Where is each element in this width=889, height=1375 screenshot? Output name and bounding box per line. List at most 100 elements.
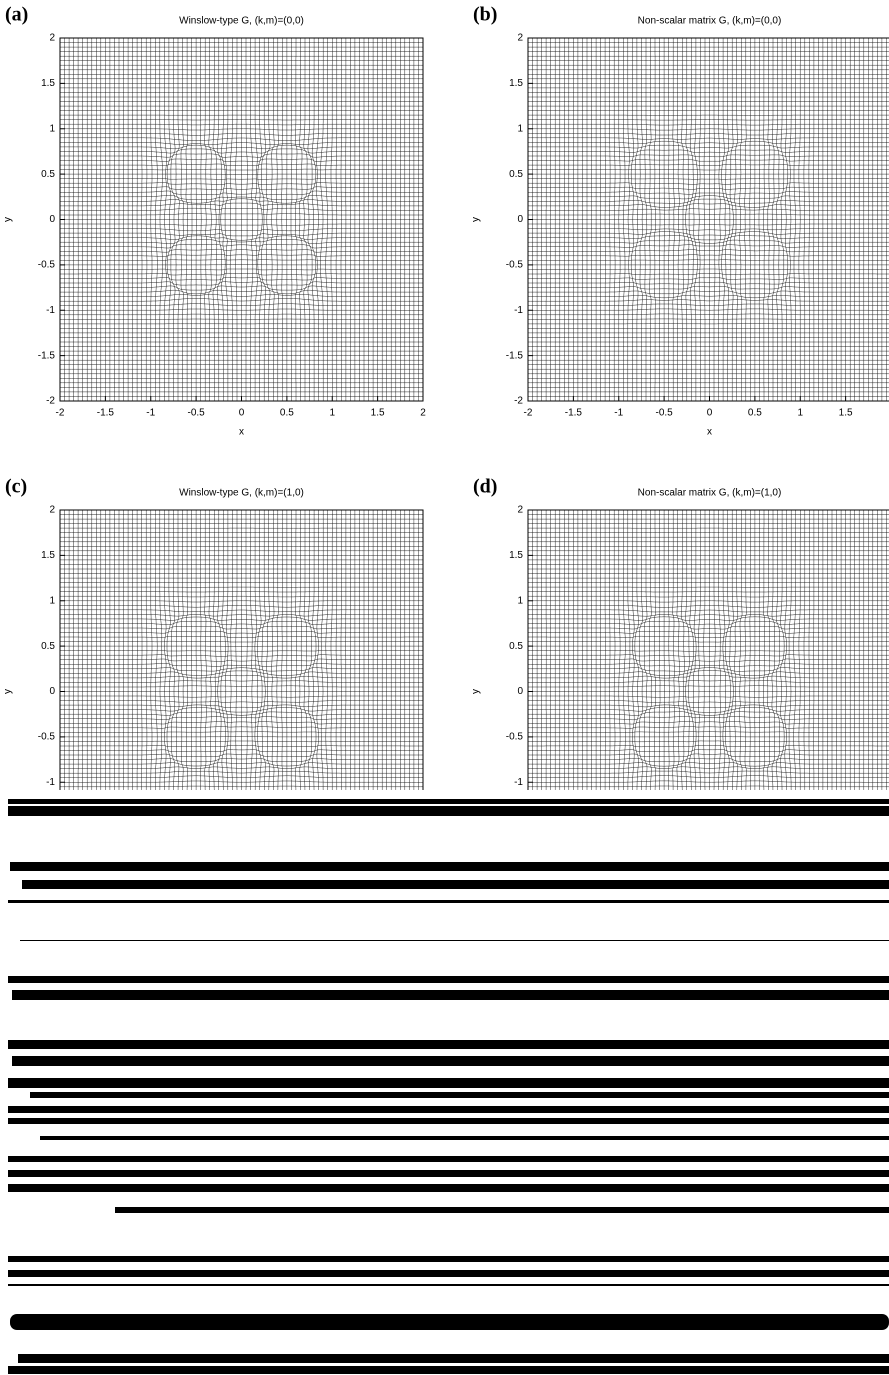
y-tick-label: 0 <box>517 686 523 697</box>
y-tick-label: 2 <box>517 505 523 516</box>
mesh-line <box>528 133 889 135</box>
mesh-line <box>528 754 889 757</box>
mesh-line <box>528 232 889 236</box>
y-tick-label: -0.5 <box>506 260 524 271</box>
y-tick-label: -1 <box>46 777 55 788</box>
mesh-line <box>528 701 889 703</box>
panel-label: (d) <box>473 476 497 498</box>
mesh-line <box>528 169 889 170</box>
y-tick-label: -2 <box>46 396 55 407</box>
mesh-line <box>528 269 889 270</box>
mesh-line <box>528 138 889 140</box>
y-tick-label: -1 <box>514 305 523 316</box>
y-tick-label: -1 <box>46 305 55 316</box>
mesh-line <box>528 300 889 302</box>
mesh-line <box>528 214 889 215</box>
y-tick-label: -0.5 <box>506 732 524 743</box>
mesh-line <box>528 141 889 144</box>
y-tick-label: 0.5 <box>509 169 523 180</box>
y-tick-label: -0.5 <box>38 260 56 271</box>
mesh-line <box>528 659 889 662</box>
mesh-line <box>528 129 889 130</box>
x-tick-label: 0.5 <box>748 408 762 419</box>
y-tick-label: -1.5 <box>506 350 524 361</box>
mesh-line <box>528 781 889 782</box>
mesh <box>60 510 423 873</box>
mesh-line <box>528 245 889 248</box>
x-tick-label: -1.5 <box>565 408 583 419</box>
mesh-line <box>528 741 889 742</box>
mesh-line <box>528 771 889 773</box>
mesh-line <box>528 596 889 597</box>
mesh-line <box>528 626 889 629</box>
x-tick-label: 1 <box>329 408 335 419</box>
y-axis-label: y <box>3 217 14 222</box>
mesh-line <box>528 758 889 761</box>
mesh-line <box>528 675 889 678</box>
mesh-line <box>528 209 889 211</box>
y-tick-label: 0.5 <box>41 169 55 180</box>
mesh-line <box>528 617 889 621</box>
mesh-line <box>528 671 889 676</box>
x-tick-label: -2 <box>524 408 533 419</box>
mesh-line <box>528 260 889 261</box>
x-axis-label: x <box>707 427 712 438</box>
y-tick-label: 2 <box>49 505 55 516</box>
mesh-line <box>528 155 889 157</box>
panel-label: (a) <box>5 4 28 26</box>
mesh-line <box>528 282 889 284</box>
panel-title: Winslow-type G, (k,m)=(0,0) <box>179 16 304 27</box>
figure: (a) Winslow-type G, (k,m)=(0,0) y 2 1.5 1 0.5 0… <box>0 0 889 1375</box>
y-tick-label: 0 <box>49 214 55 225</box>
axes-frame <box>528 510 889 790</box>
y-axis-label: y <box>3 689 14 694</box>
mesh <box>60 38 423 401</box>
y-tick-label: 1.5 <box>41 78 55 89</box>
mesh-line <box>528 614 889 616</box>
mesh-line <box>528 183 889 185</box>
mesh-line <box>528 631 889 633</box>
mesh-line <box>528 641 889 642</box>
panel-label: (b) <box>473 4 497 26</box>
mesh-line <box>528 655 889 657</box>
mesh-line <box>528 295 889 298</box>
mesh-line <box>528 145 889 148</box>
panel: (b)Non-scalar matrix G, (k,m)=(0,0)y21.5… <box>471 4 889 438</box>
mesh-line <box>528 224 889 225</box>
mesh-line <box>528 187 889 189</box>
y-tick-label: 1.5 <box>41 550 55 561</box>
mesh-line <box>528 705 889 708</box>
panel-label: (c) <box>5 476 27 498</box>
mesh-line <box>528 192 889 195</box>
y-tick-label: -1 <box>514 777 523 788</box>
y-axis-label: y <box>471 689 482 694</box>
mesh-line <box>528 745 889 747</box>
mesh-line <box>528 767 889 769</box>
mesh-line <box>528 287 889 289</box>
y-tick-label: 1 <box>517 595 523 606</box>
mesh-line <box>528 763 889 767</box>
mesh-line <box>528 165 889 166</box>
mesh-line <box>528 250 889 252</box>
mesh-line <box>528 696 889 697</box>
mesh-line <box>528 646 889 647</box>
mesh-line <box>528 309 889 310</box>
x-tick-label: 2 <box>420 408 426 419</box>
y-tick-label: 0 <box>517 214 523 225</box>
mesh-line <box>528 601 889 602</box>
mesh-line <box>528 776 889 778</box>
mesh-line <box>528 726 889 728</box>
mesh-line <box>528 732 889 733</box>
mesh-line <box>528 199 889 203</box>
x-tick-label: -1 <box>146 408 155 419</box>
mesh <box>528 510 889 873</box>
y-tick-label: 1 <box>49 123 55 134</box>
panel-title: Winslow-type G, (k,m)=(1,0) <box>179 488 304 499</box>
mesh-line <box>528 605 889 607</box>
x-tick-label: -0.5 <box>656 408 674 419</box>
mesh-line <box>528 240 889 243</box>
x-tick-label: -2 <box>56 408 65 419</box>
x-tick-label: -1 <box>614 408 623 419</box>
mesh-line <box>528 721 889 724</box>
y-tick-label: 2 <box>517 33 523 44</box>
